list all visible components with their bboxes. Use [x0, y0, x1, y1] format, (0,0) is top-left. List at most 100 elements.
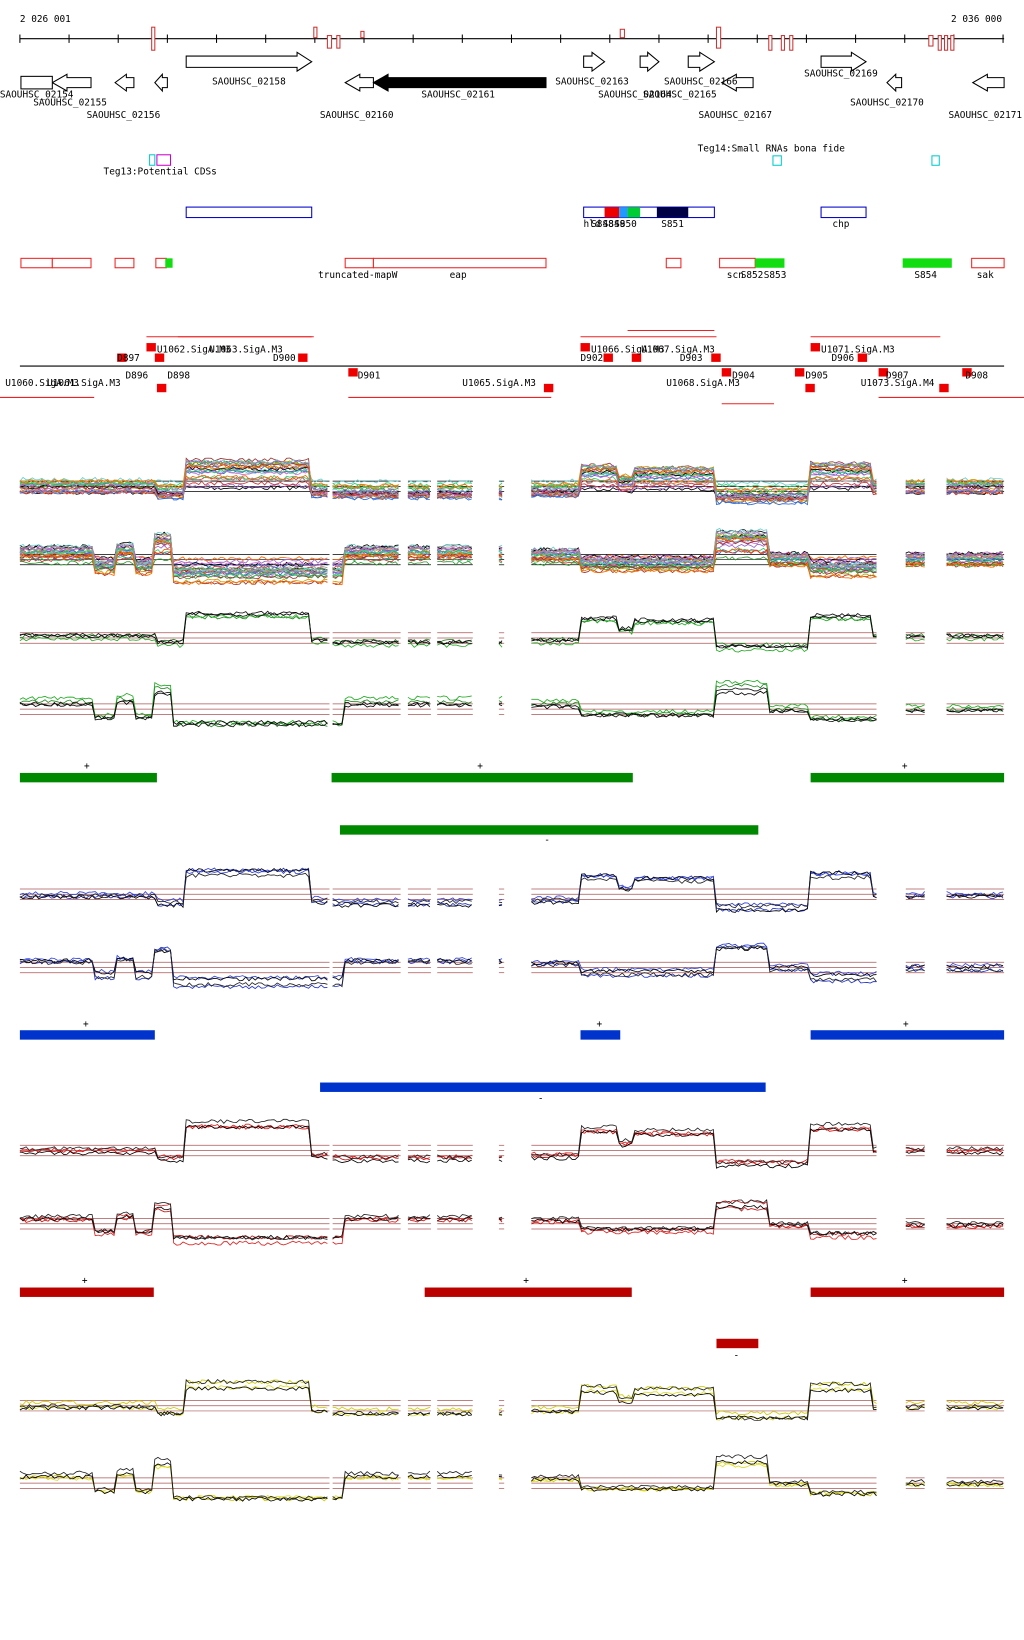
- strand-marker: -: [538, 1093, 544, 1104]
- ruler-start: 2 026 001: [20, 14, 71, 25]
- strand-bar: [339, 825, 759, 835]
- profile-line: [946, 484, 1004, 490]
- profile-line: [946, 703, 1004, 709]
- profile-line: [531, 464, 877, 501]
- promoter-label: D905: [805, 371, 828, 382]
- profile-line: [531, 465, 877, 492]
- profile-line: [531, 1387, 877, 1421]
- promoter-mark: [805, 383, 815, 393]
- promoter-mark: [146, 343, 156, 352]
- strand-marker: +: [596, 1019, 602, 1030]
- gene-arrow: [886, 73, 903, 93]
- promoter-label: D902: [581, 353, 604, 364]
- profile-line: [407, 1214, 431, 1219]
- profile-line: [332, 1474, 399, 1501]
- strand-marker: -: [734, 1351, 740, 1362]
- srna-region: [604, 207, 620, 218]
- profile-line: [437, 1155, 472, 1161]
- profile-line: [332, 484, 399, 490]
- profile-line: [905, 703, 925, 708]
- profile-line: [498, 695, 503, 699]
- profile-line: [905, 963, 925, 968]
- srna-region: [627, 207, 641, 218]
- profile-line: [946, 562, 1004, 568]
- strand-marker: +: [82, 1275, 88, 1286]
- profile-line: [407, 1411, 430, 1416]
- profile-line: [19, 468, 328, 490]
- feature-label: truncated-mapW: [318, 270, 398, 281]
- profile-line: [905, 964, 925, 970]
- profile-line: [531, 529, 877, 569]
- profile-line: [531, 1126, 877, 1165]
- profile-line: [407, 957, 431, 962]
- profile-line: [946, 964, 1004, 970]
- profile-line: [905, 562, 925, 568]
- gene-label: SAOUHSC_02160: [320, 110, 394, 121]
- profile-line: [437, 488, 472, 494]
- strand-bar: [716, 1338, 759, 1349]
- profile-line: [407, 1154, 430, 1159]
- strand-bar: [320, 1082, 766, 1092]
- profile-line: [19, 614, 328, 643]
- profile-line: [498, 485, 503, 489]
- profile-line: [437, 547, 472, 552]
- profile-line: [19, 1203, 328, 1246]
- profile-line: [437, 1216, 472, 1222]
- feature-box: [719, 257, 756, 269]
- profile-line: [946, 478, 1004, 484]
- track-label: Teg13:Potential CDSs: [104, 167, 217, 178]
- profile-line: [905, 554, 925, 558]
- profile-line: [407, 484, 430, 488]
- profile-line: [498, 497, 503, 501]
- ruler-feature: [619, 28, 625, 39]
- profile-line: [437, 560, 473, 566]
- profile-line: [905, 1482, 925, 1487]
- feature-box: [20, 257, 53, 269]
- profile-line: [946, 1403, 1004, 1409]
- profile-line: [531, 1198, 877, 1236]
- profile-line: [498, 1411, 503, 1414]
- profile-line: [19, 1378, 328, 1416]
- profile-line: [407, 640, 431, 646]
- profile-line: [407, 552, 430, 557]
- promoter-mark: [154, 353, 165, 362]
- profile-line: [19, 532, 328, 574]
- profile-line: [498, 558, 503, 560]
- profile-line: [946, 633, 1004, 639]
- profile-line: [407, 899, 431, 905]
- profile-line: [437, 553, 472, 560]
- profile-line: [332, 1410, 399, 1416]
- profile-line: [332, 554, 399, 586]
- ruler-feature: [950, 35, 955, 51]
- ruler-feature: [789, 35, 794, 51]
- profile-line: [946, 562, 1004, 568]
- profile-line: [19, 1118, 328, 1159]
- profile-line: [905, 707, 925, 712]
- profile-line: [498, 561, 503, 564]
- profile-line: [407, 1474, 431, 1480]
- profile-line: [531, 485, 877, 498]
- promoter-mark: [721, 368, 732, 377]
- promoter-mark: [298, 353, 308, 362]
- profile-line: [498, 554, 503, 558]
- profile-line: [407, 493, 431, 498]
- profile-line: [531, 548, 877, 561]
- srna-region: [656, 207, 689, 218]
- profile-line: [19, 946, 328, 990]
- profile-line: [332, 1154, 399, 1160]
- profile-line: [531, 549, 877, 572]
- profile-line: [946, 556, 1004, 562]
- profile-line: [498, 641, 503, 644]
- strand-marker: +: [83, 1019, 89, 1030]
- promoter-label: U1061.SigA.M3: [47, 378, 121, 389]
- profile-line: [407, 960, 431, 965]
- profile-line: [407, 485, 431, 490]
- profile-line: [19, 1124, 328, 1163]
- profile-line: [905, 486, 925, 490]
- strand-marker: +: [902, 761, 908, 772]
- profile-line: [407, 488, 431, 493]
- gene-arrow: [154, 72, 168, 93]
- profile-line: [905, 561, 925, 567]
- profile-line: [531, 1463, 877, 1496]
